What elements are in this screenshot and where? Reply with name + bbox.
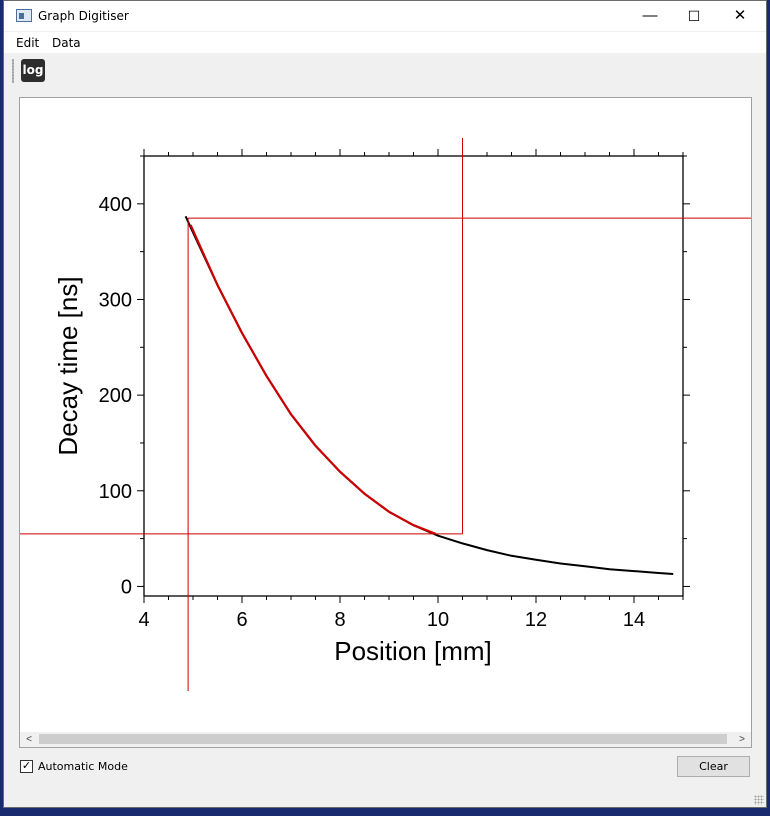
graph-digitiser-window: Graph Digitiser — ☐ ✕ Edit Data log 4 6 8 1… — [3, 0, 767, 808]
x-tick-label: 14 — [623, 609, 645, 631]
data-curve — [184, 215, 674, 575]
series-layer — [184, 215, 674, 575]
menu-data[interactable]: Data — [52, 36, 81, 50]
x-axis: 4 6 8 10 12 14 — [138, 149, 684, 631]
crosshair-layer[interactable] — [20, 138, 752, 691]
scroll-left-icon[interactable]: < — [26, 734, 32, 745]
plot-frame — [143, 155, 684, 597]
chart-svg: 4 6 8 10 12 14 0 100 200 300 400 Position [mm] De… — [20, 138, 752, 691]
toolbar: log — [4, 53, 766, 87]
x-tick-label: 10 — [427, 609, 449, 631]
toolbar-grip-icon[interactable] — [12, 59, 14, 83]
x-tick-label: 8 — [334, 609, 345, 631]
title-bar: Graph Digitiser — ☐ ✕ — [4, 1, 766, 31]
automatic-mode-checkbox[interactable]: ✓ — [20, 760, 33, 773]
plot-border — [143, 155, 684, 597]
x-axis-label: Position [mm] — [334, 636, 492, 666]
automatic-mode-label[interactable]: Automatic Mode — [38, 760, 128, 773]
scroll-thumb[interactable] — [39, 734, 727, 744]
menu-bar: Edit Data — [4, 32, 766, 53]
y-tick-label: 300 — [99, 289, 132, 311]
scroll-right-icon[interactable]: > — [739, 734, 745, 745]
app-icon — [16, 9, 32, 22]
y-tick-label: 200 — [99, 385, 132, 407]
x-tick-label: 4 — [138, 609, 149, 631]
y-axis: 0 100 200 300 400 — [99, 155, 690, 598]
resize-grip-icon[interactable] — [754, 795, 764, 805]
y-axis-label: Decay time [ns] — [53, 276, 83, 455]
clear-button[interactable]: Clear — [677, 756, 750, 777]
x-tick-label: 6 — [236, 609, 247, 631]
horizontal-scrollbar[interactable]: < > — [19, 732, 752, 748]
maximize-button[interactable]: ☐ — [687, 8, 701, 24]
window-title: Graph Digitiser — [38, 9, 129, 23]
menu-edit[interactable]: Edit — [16, 36, 40, 50]
y-tick-label: 0 — [121, 576, 132, 598]
graph-canvas[interactable]: 4 6 8 10 12 14 0 100 200 300 400 Position [mm] De… — [19, 97, 752, 733]
y-tick-label: 100 — [99, 481, 132, 503]
digitised-curve — [189, 224, 436, 535]
y-tick-label: 400 — [99, 194, 132, 216]
minimize-button[interactable]: — — [642, 7, 658, 24]
close-button[interactable]: ✕ — [733, 7, 747, 24]
log-scale-button[interactable]: log — [21, 59, 45, 82]
x-tick-label: 12 — [525, 609, 547, 631]
